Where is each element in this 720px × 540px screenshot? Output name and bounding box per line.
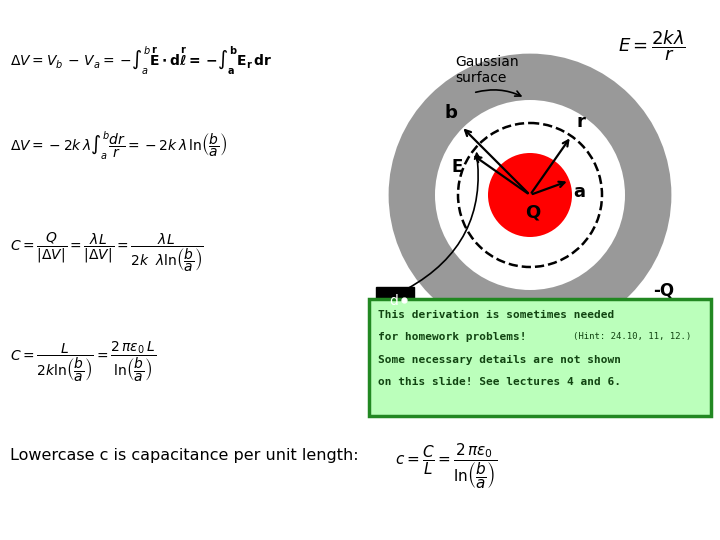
Text: $C = \dfrac{Q}{|\Delta V|} = \dfrac{\lambda L}{|\Delta V|} = \dfrac{\lambda L}{2: $C = \dfrac{Q}{|\Delta V|} = \dfrac{\lam… xyxy=(10,230,204,274)
Text: Some necessary details are not shown: Some necessary details are not shown xyxy=(378,355,621,365)
FancyBboxPatch shape xyxy=(369,299,711,416)
Text: Q: Q xyxy=(526,203,541,221)
Text: $\Delta V = V_b\,-\,V_a = -\!\int_a^b \overset{\bf r}{\bf E}\cdot d\overset{\bf : $\Delta V = V_b\,-\,V_a = -\!\int_a^b \o… xyxy=(10,45,273,77)
Text: on this slide! See lectures 4 and 6.: on this slide! See lectures 4 and 6. xyxy=(378,377,621,387)
Text: for homework problems!: for homework problems! xyxy=(378,332,526,342)
Text: -Q: -Q xyxy=(653,281,674,299)
Circle shape xyxy=(435,100,625,290)
Text: E: E xyxy=(451,158,463,176)
Text: This derivation is sometimes needed: This derivation is sometimes needed xyxy=(378,310,614,320)
Text: Lowercase c is capacitance per unit length:: Lowercase c is capacitance per unit leng… xyxy=(10,448,359,463)
Text: Gaussian
surface: Gaussian surface xyxy=(455,55,518,85)
Text: d: d xyxy=(389,294,398,308)
Circle shape xyxy=(488,153,572,237)
Text: (Hint: 24.10, 11, 12.): (Hint: 24.10, 11, 12.) xyxy=(573,332,691,341)
Text: $\Delta V = -2k\,\lambda\int_a^b \dfrac{dr}{r} = -2k\,\lambda\,\ln\!\left(\dfrac: $\Delta V = -2k\,\lambda\int_a^b \dfrac{… xyxy=(10,130,227,163)
Text: a: a xyxy=(573,183,585,201)
Text: $c = \dfrac{C}{L} = \dfrac{2\,\pi\varepsilon_0}{\ln\!\left(\dfrac{b}{a}\right)}$: $c = \dfrac{C}{L} = \dfrac{2\,\pi\vareps… xyxy=(395,442,498,491)
Text: $C = \dfrac{L}{2k\ln\!\left(\dfrac{b}{a}\right)} = \dfrac{2\,\pi\varepsilon_0\,L: $C = \dfrac{L}{2k\ln\!\left(\dfrac{b}{a}… xyxy=(10,340,156,384)
Text: r: r xyxy=(576,113,585,131)
Text: $E = \dfrac{2k\lambda}{r}$: $E = \dfrac{2k\lambda}{r}$ xyxy=(618,28,686,63)
Text: b: b xyxy=(444,104,457,123)
Bar xyxy=(376,287,414,313)
